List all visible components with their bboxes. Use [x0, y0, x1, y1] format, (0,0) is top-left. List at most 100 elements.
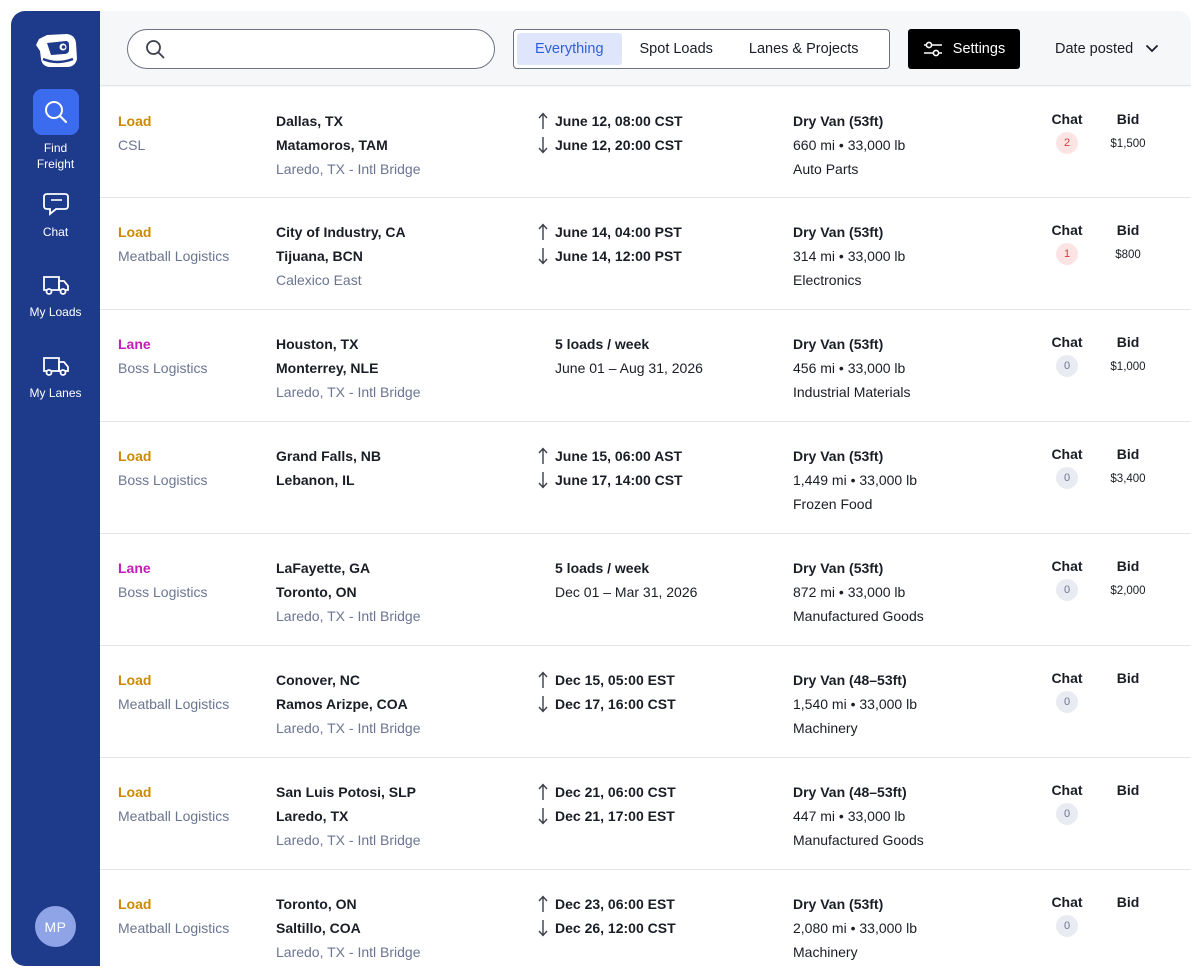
bid-button[interactable]: Bid $800 [1103, 220, 1153, 265]
commodity: Auto Parts [793, 161, 859, 177]
chat-count-badge: 0 [1056, 691, 1078, 713]
chat-button[interactable]: Chat 0 [1051, 444, 1083, 489]
chat-button[interactable]: Chat 0 [1051, 780, 1083, 825]
type-cell: Lane Boss Logistics [118, 332, 207, 380]
tab-spot-loads[interactable]: Spot Loads [639, 41, 713, 57]
avatar[interactable]: MP [35, 906, 76, 947]
tab-everything[interactable]: Everything [517, 33, 622, 65]
destination: Saltillo, COA [276, 920, 361, 936]
bid-label: Bid [1116, 558, 1140, 574]
origin: Dallas, TX [276, 113, 343, 129]
freight-row[interactable]: Load CSL Dallas, TX Matamoros, TAM Lared… [100, 87, 1191, 198]
bid-button[interactable]: Bid [1103, 668, 1153, 693]
equipment: Dry Van (53ft) [793, 448, 884, 464]
nav-label: My Loads [29, 305, 82, 319]
bid-label: Bid [1116, 782, 1140, 798]
delivery-line: Dec 17, 16:00 CST [537, 692, 676, 716]
bid-button[interactable]: Bid $2,000 [1103, 556, 1153, 601]
origin: Conover, NC [276, 672, 361, 688]
bid-button[interactable]: Bid $1,000 [1103, 332, 1153, 377]
app-logo[interactable] [33, 29, 79, 71]
company-name: Boss Logistics [118, 360, 208, 376]
nav-my-lanes[interactable]: My Lanes [11, 352, 100, 401]
pickup-time: June 15, 06:00 AST [555, 448, 683, 464]
bid-button[interactable]: Bid $1,500 [1103, 109, 1153, 154]
company-name: Meatball Logistics [118, 920, 230, 936]
posting-type: Lane [118, 560, 151, 576]
commodity: Machinery [793, 944, 858, 960]
border-crossing: Laredo, TX - Intl Bridge [276, 608, 421, 624]
chat-button[interactable]: Chat 0 [1051, 556, 1083, 601]
nav-my-loads[interactable]: My Loads [11, 271, 100, 320]
search-box[interactable] [127, 29, 495, 69]
chat-button[interactable]: Chat 2 [1051, 109, 1083, 154]
distance-weight: 314 mi • 33,000 lb [793, 248, 906, 264]
pickup-line: Dec 23, 06:00 EST [537, 892, 676, 916]
chat-button[interactable]: Chat 0 [1051, 668, 1083, 713]
pickup-line: June 15, 06:00 AST [537, 444, 683, 468]
freight-row[interactable]: Lane Boss Logistics Houston, TX Monterre… [100, 310, 1191, 422]
equipment-cell: Dry Van (53ft) 1,449 mi • 33,000 lb Froz… [793, 444, 917, 516]
company-name: CSL [118, 137, 146, 153]
time-cell: June 12, 08:00 CST June 12, 20:00 CST [537, 109, 683, 157]
chat-button[interactable]: Chat 0 [1051, 892, 1083, 937]
tab-lanes-projects[interactable]: Lanes & Projects [748, 41, 859, 57]
search-input[interactable] [175, 41, 475, 57]
settings-button[interactable]: Settings [908, 29, 1020, 69]
company-name: Meatball Logistics [118, 808, 230, 824]
chat-count-badge: 0 [1056, 579, 1078, 601]
chat-label: Chat [1051, 894, 1083, 910]
nav-chat[interactable]: Chat [11, 189, 100, 240]
equipment: Dry Van (53ft) [793, 113, 884, 129]
equipment-cell: Dry Van (53ft) 660 mi • 33,000 lb Auto P… [793, 109, 905, 181]
sort-dropdown[interactable]: Date posted [1055, 29, 1159, 69]
chat-button[interactable]: Chat 1 [1051, 220, 1083, 265]
chevron-down-icon [1146, 45, 1159, 53]
arrow-down-icon [538, 920, 548, 937]
arrow-up-icon [538, 223, 548, 240]
type-cell: Lane Boss Logistics [118, 556, 207, 604]
freight-row[interactable]: Load Boss Logistics Grand Falls, NB Leba… [100, 422, 1191, 534]
equipment-cell: Dry Van (53ft) 456 mi • 33,000 lb Indust… [793, 332, 911, 404]
company-name: Meatball Logistics [118, 248, 230, 264]
route-cell: Toronto, ON Saltillo, COA Laredo, TX - I… [276, 892, 420, 964]
bid-button[interactable]: Bid [1103, 780, 1153, 805]
freight-row[interactable]: Load Meatball Logistics San Luis Potosi,… [100, 758, 1191, 870]
arrow-up-icon [538, 671, 548, 688]
top-bar: Everything Spot Loads Lanes & Projects S… [100, 11, 1191, 86]
equipment: Dry Van (53ft) [793, 560, 884, 576]
chat-label: Chat [1051, 334, 1083, 350]
time-cell: June 14, 04:00 PST June 14, 12:00 PST [537, 220, 682, 268]
equipment-cell: Dry Van (48–53ft) 1,540 mi • 33,000 lb M… [793, 668, 917, 740]
arrow-up-icon [538, 447, 548, 464]
sidebar: Find Freight Chat My Loads [11, 11, 100, 966]
bid-button[interactable]: Bid $3,400 [1103, 444, 1153, 489]
company-name: Boss Logistics [118, 472, 208, 488]
type-cell: Load Meatball Logistics [118, 780, 229, 828]
freight-row[interactable]: Load Meatball Logistics Conover, NC Ramo… [100, 646, 1191, 758]
bid-label: Bid [1116, 334, 1140, 350]
chat-label: Chat [1051, 782, 1083, 798]
search-icon [44, 101, 67, 123]
bid-amount: $1,500 [1110, 138, 1146, 150]
freight-row[interactable]: Load Meatball Logistics Toronto, ON Salt… [100, 870, 1191, 966]
chat-button[interactable]: Chat 0 [1051, 332, 1083, 377]
distance-weight: 1,449 mi • 33,000 lb [793, 472, 917, 488]
border-crossing: Laredo, TX - Intl Bridge [276, 832, 421, 848]
freight-row[interactable]: Lane Boss Logistics LaFayette, GA Toront… [100, 534, 1191, 646]
lane-frequency: 5 loads / week [555, 560, 650, 576]
nav-find-freight[interactable]: Find Freight [11, 89, 100, 172]
bid-button[interactable]: Bid [1103, 892, 1153, 917]
delivery-line: June 17, 14:00 CST [537, 468, 683, 492]
chat-count-badge: 0 [1056, 467, 1078, 489]
truck-icon [42, 357, 69, 376]
settings-label: Settings [952, 41, 1006, 57]
equipment: Dry Van (48–53ft) [793, 672, 907, 688]
bid-amount: $800 [1115, 249, 1141, 261]
freight-row[interactable]: Load Meatball Logistics City of Industry… [100, 198, 1191, 310]
destination: Matamoros, TAM [276, 137, 388, 153]
chat-count-badge: 1 [1056, 243, 1078, 265]
pickup-time: Dec 15, 05:00 EST [555, 672, 675, 688]
pickup-time: June 12, 08:00 CST [555, 113, 683, 129]
route-cell: San Luis Potosi, SLP Laredo, TX Laredo, … [276, 780, 420, 852]
